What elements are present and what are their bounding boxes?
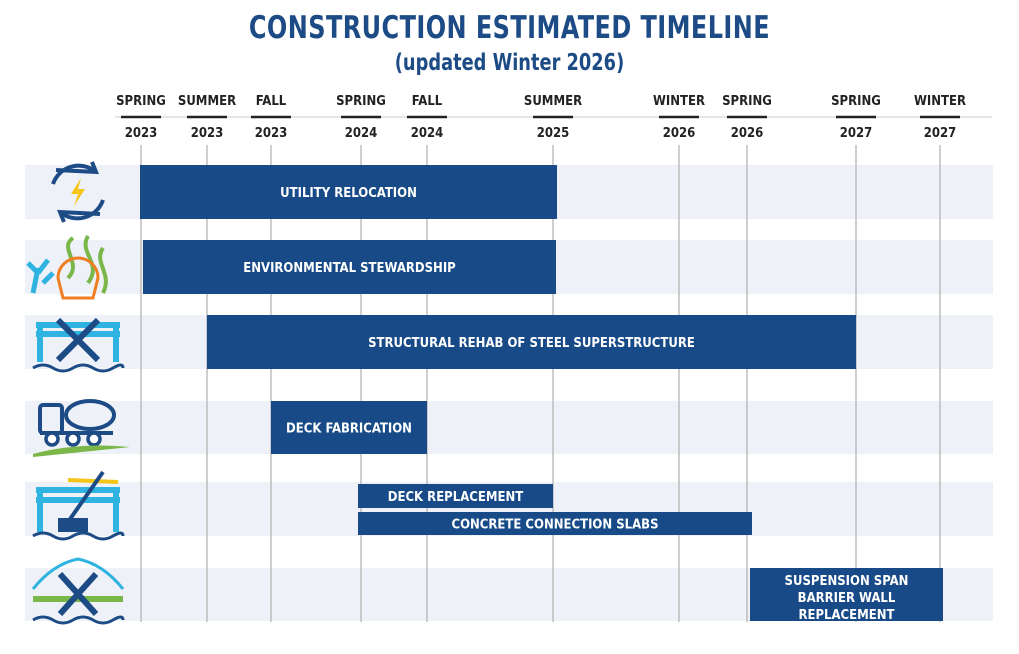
bar-label: DECK REPLACEMENT [388, 490, 523, 505]
crane-body [58, 518, 88, 532]
gantt-bar [358, 484, 553, 508]
mixer-drum [64, 399, 116, 431]
cycle-arrow-head [55, 161, 101, 223]
tick-year-label: 2023 [255, 126, 288, 141]
ground [33, 445, 130, 457]
gantt-bar [143, 240, 556, 294]
tick-year-label: 2027 [840, 126, 873, 141]
suspension-bridge-tools-icon [31, 557, 125, 625]
tick-season-label: SPRING [116, 94, 166, 109]
bar-label: REPLACEMENT [798, 608, 894, 623]
bar-label: BARRIER WALL [798, 591, 896, 606]
tick-year-label: 2024 [411, 126, 444, 141]
concrete-truck-icon [33, 399, 130, 457]
bridge-deck [33, 596, 123, 602]
crane-boom [66, 470, 105, 524]
environmental-stewardship-icon [26, 234, 108, 300]
tick-season-label: WINTER [914, 94, 966, 109]
truck-wheel [86, 431, 102, 447]
coral [26, 258, 55, 294]
wrench-hammer [55, 317, 101, 363]
gantt-bar [271, 401, 427, 454]
gantt-bar [140, 165, 557, 219]
truck-wheel [44, 431, 60, 447]
cycle-arrow [51, 163, 105, 221]
truck-wheel [65, 431, 81, 447]
chart-subtitle: (updated Winter 2026) [394, 50, 625, 76]
crane-bridge-icon [32, 470, 125, 541]
water [32, 531, 125, 541]
tick-year-label: 2026 [731, 126, 764, 141]
tick-season-label: SUMMER [524, 94, 582, 109]
bridge-frame [36, 322, 120, 362]
bridge-frame [36, 487, 120, 532]
bar-label: STRUCTURAL REHAB OF STEEL SUPERSTRUCTURE [368, 336, 695, 351]
chart-title: CONSTRUCTION ESTIMATED TIMELINE [248, 10, 771, 46]
tick-year-label: 2023 [125, 126, 158, 141]
gantt-bar [358, 512, 752, 535]
bar-label: CONCRETE CONNECTION SLABS [452, 518, 659, 533]
seaweed [66, 234, 108, 294]
gantt-bar [750, 568, 943, 621]
beam [67, 478, 119, 484]
tick-season-label: SUMMER [178, 94, 236, 109]
lightning-bolt [71, 178, 85, 206]
tick-season-label: SPRING [831, 94, 881, 109]
utility-relocation-icon [51, 161, 105, 223]
tick-year-label: 2023 [191, 126, 224, 141]
bar-label: DECK FABRICATION [286, 422, 412, 437]
bar-label: SUSPENSION SPAN [785, 574, 909, 589]
row-background-3 [25, 401, 993, 454]
water [32, 615, 125, 625]
tick-year-label: 2027 [924, 126, 957, 141]
bar-label: ENVIRONMENTAL STEWARDSHIP [243, 261, 456, 276]
tick-year-label: 2024 [345, 126, 378, 141]
water [32, 363, 125, 373]
tick-season-label: SPRING [722, 94, 772, 109]
tick-season-label: WINTER [653, 94, 705, 109]
tools [57, 571, 99, 617]
structural-rehab-icon [32, 317, 125, 373]
shell [56, 256, 100, 300]
gantt-bar [207, 315, 856, 369]
tick-year-label: 2026 [663, 126, 696, 141]
tick-year-label: 2025 [537, 126, 570, 141]
bar-label: UTILITY RELOCATION [280, 186, 417, 201]
suspension-cable [31, 557, 125, 590]
tick-season-label: FALL [412, 94, 443, 109]
tick-season-label: FALL [256, 94, 287, 109]
tick-season-label: SPRING [336, 94, 386, 109]
